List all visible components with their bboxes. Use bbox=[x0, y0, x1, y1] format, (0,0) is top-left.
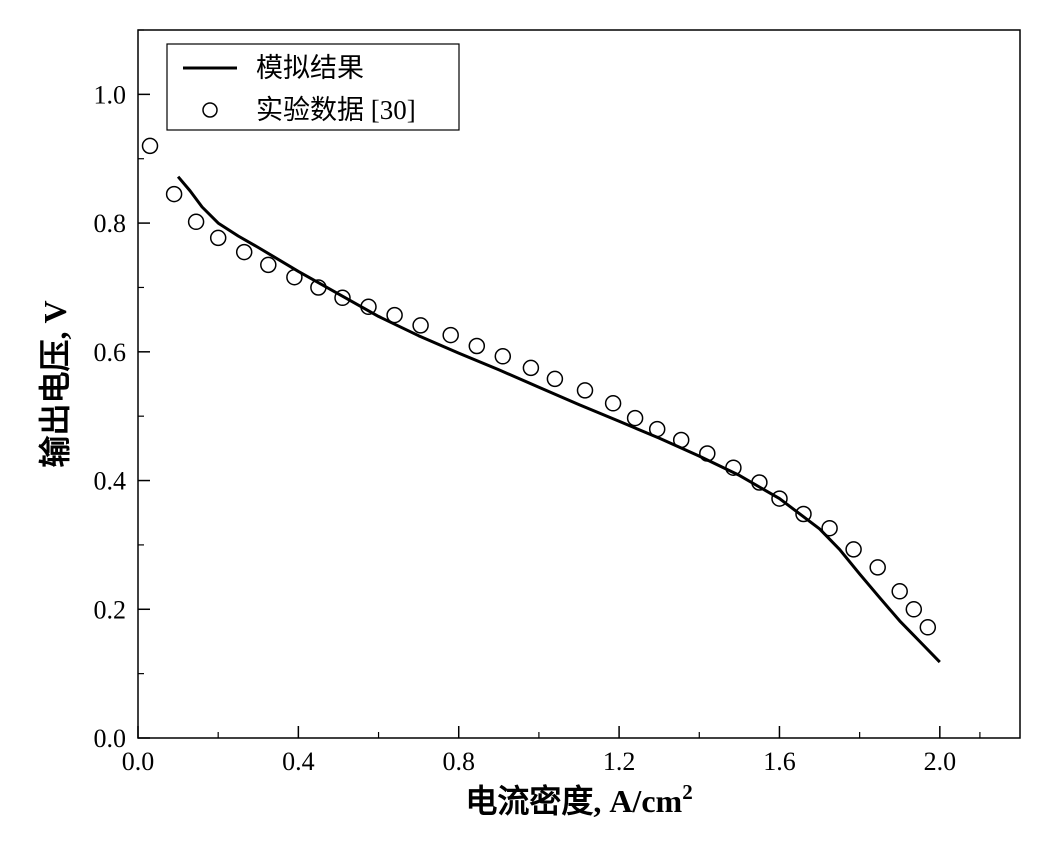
experiment-point bbox=[468, 337, 486, 355]
experiment-point bbox=[494, 348, 512, 365]
experiment-point bbox=[187, 213, 205, 231]
x-tick-label: 1.2 bbox=[603, 747, 636, 776]
experiment-point bbox=[165, 185, 183, 203]
x-tick-label: 0.0 bbox=[122, 747, 155, 776]
experiment-point bbox=[919, 619, 937, 636]
experiment-point bbox=[751, 474, 768, 491]
series-layer bbox=[141, 137, 941, 664]
experiment-point bbox=[672, 431, 690, 449]
legend: 模拟结果 实验数据 [30] bbox=[166, 43, 460, 131]
experiment-point bbox=[905, 601, 923, 618]
experiment-point bbox=[286, 268, 303, 286]
legend-box bbox=[166, 43, 460, 131]
experiment-point bbox=[891, 583, 908, 600]
experiment-point bbox=[699, 445, 716, 462]
experiment-point bbox=[334, 289, 351, 307]
x-axis-title: 电流密度, A/cm2 bbox=[465, 780, 692, 819]
legend-label-simulation: 模拟结果 bbox=[256, 53, 364, 83]
x-tick-label: 0.8 bbox=[442, 747, 475, 776]
experiment-point bbox=[260, 256, 277, 274]
experiment-point bbox=[386, 306, 403, 324]
y-axis-ticks: 0.0 0.2 0.4 0.6 0.8 1.0 bbox=[94, 29, 150, 753]
experiment-point bbox=[235, 243, 253, 261]
y-tick-label: 0.6 bbox=[94, 338, 127, 367]
experiment-point bbox=[360, 298, 377, 316]
x-tick-label: 1.6 bbox=[763, 747, 796, 776]
experiment-point bbox=[141, 137, 159, 155]
x-tick-label: 2.0 bbox=[924, 747, 957, 776]
y-axis-title: 输出电压, V bbox=[37, 300, 73, 467]
experiment-point bbox=[604, 395, 622, 412]
x-tick-label: 0.4 bbox=[282, 747, 315, 776]
x-axis-ticks: 0.0 0.4 0.8 1.2 1.6 2.0 bbox=[122, 726, 981, 776]
experiment-point bbox=[522, 359, 540, 377]
legend-label-experiment: 实验数据 [30] bbox=[256, 95, 416, 125]
x-axis-title-text: 电流密度, A/cm bbox=[465, 783, 682, 819]
y-tick-label: 0.8 bbox=[94, 209, 127, 238]
experiment-point bbox=[845, 541, 862, 558]
simulation-line bbox=[176, 175, 941, 664]
x-axis-title-superscript: 2 bbox=[682, 780, 693, 804]
legend-marker-swatch bbox=[202, 102, 218, 118]
experiment-point bbox=[310, 279, 327, 296]
experiment-point bbox=[442, 326, 459, 344]
experiment-point bbox=[821, 519, 838, 537]
y-tick-label: 1.0 bbox=[94, 80, 127, 109]
y-tick-label: 0.2 bbox=[94, 595, 127, 624]
y-tick-label: 0.0 bbox=[94, 724, 127, 753]
experiment-point bbox=[412, 317, 429, 334]
experiment-point bbox=[209, 229, 227, 247]
experiment-point bbox=[576, 382, 594, 399]
experiment-point bbox=[546, 370, 564, 388]
experiment-point bbox=[648, 420, 666, 438]
experiment-point bbox=[771, 490, 788, 507]
experiment-point bbox=[869, 559, 886, 576]
experiment-point bbox=[626, 409, 644, 427]
experiment-point bbox=[795, 505, 812, 523]
plot-frame bbox=[137, 29, 1021, 739]
y-tick-label: 0.4 bbox=[94, 467, 127, 496]
experiment-point bbox=[725, 459, 742, 476]
